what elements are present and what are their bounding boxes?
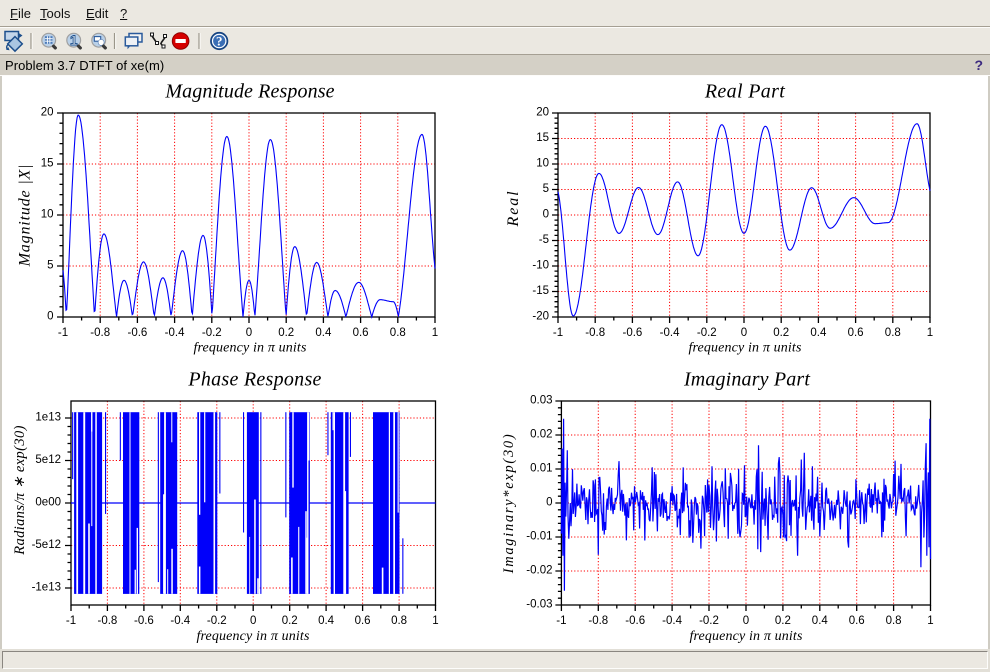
svg-text:-0.4: -0.4 xyxy=(660,327,680,339)
svg-text:Magnitude Response: Magnitude Response xyxy=(164,80,334,102)
svg-text:frequency in π units: frequency in π units xyxy=(688,341,802,356)
svg-text:0.02: 0.02 xyxy=(530,429,552,441)
svg-text:Imaginary Part: Imaginary Part xyxy=(683,369,810,391)
svg-text:-1: -1 xyxy=(553,327,563,339)
svg-text:Magnitude |X|: Magnitude |X| xyxy=(17,164,34,268)
svg-text:Real: Real xyxy=(505,190,522,228)
svg-text:-0.2: -0.2 xyxy=(697,327,717,339)
svg-text:0: 0 xyxy=(47,311,53,323)
svg-text:0.8: 0.8 xyxy=(391,615,407,627)
svg-text:-1: -1 xyxy=(556,615,566,627)
svg-text:?: ? xyxy=(216,34,223,49)
svg-text:0: 0 xyxy=(743,615,749,627)
svg-text:1: 1 xyxy=(70,33,78,48)
svg-text:frequency in π units: frequency in π units xyxy=(196,629,310,644)
svg-text:1: 1 xyxy=(927,615,933,627)
svg-text:0.8: 0.8 xyxy=(885,327,901,339)
svg-text:-1: -1 xyxy=(58,327,68,339)
svg-text:-0.8: -0.8 xyxy=(90,327,110,339)
svg-text:20: 20 xyxy=(41,107,54,119)
svg-text:-0.2: -0.2 xyxy=(699,615,719,627)
svg-text:-0.6: -0.6 xyxy=(134,615,154,627)
svg-text:1: 1 xyxy=(927,327,933,339)
svg-text:0: 0 xyxy=(546,497,552,509)
svg-text:-0.8: -0.8 xyxy=(585,327,605,339)
svg-text:0.6: 0.6 xyxy=(849,615,865,627)
svg-text:-0.6: -0.6 xyxy=(625,615,645,627)
svg-text:-15: -15 xyxy=(532,285,549,297)
svg-text:1: 1 xyxy=(432,327,438,339)
svg-text:0.2: 0.2 xyxy=(775,615,791,627)
svg-text:0.2: 0.2 xyxy=(282,615,298,627)
svg-text:0.4: 0.4 xyxy=(812,615,829,627)
svg-text:0.4: 0.4 xyxy=(318,615,335,627)
svg-text:5: 5 xyxy=(47,260,53,272)
svg-text:20: 20 xyxy=(536,107,549,119)
svg-text:0e00: 0e00 xyxy=(35,497,61,509)
svg-text:5: 5 xyxy=(543,183,549,195)
svg-text:Real Part: Real Part xyxy=(704,80,785,102)
svg-text:-0.4: -0.4 xyxy=(662,615,682,627)
svg-text:0.01: 0.01 xyxy=(530,463,552,475)
svg-text:1: 1 xyxy=(432,615,438,627)
svg-text:Radians/π ∗ exp(30): Radians/π ∗ exp(30) xyxy=(12,425,28,556)
svg-text:15: 15 xyxy=(41,158,54,170)
svg-text:-5: -5 xyxy=(539,234,549,246)
svg-text:0.4: 0.4 xyxy=(810,327,827,339)
svg-text:-10: -10 xyxy=(532,260,549,272)
svg-text:-0.4: -0.4 xyxy=(165,327,185,339)
svg-text:-0.6: -0.6 xyxy=(127,327,147,339)
svg-text:-0.03: -0.03 xyxy=(526,599,552,611)
svg-text:0.6: 0.6 xyxy=(353,327,369,339)
svg-text:0.4: 0.4 xyxy=(315,327,332,339)
svg-text:Imaginary*exp(30): Imaginary*exp(30) xyxy=(501,433,517,575)
svg-text:-0.8: -0.8 xyxy=(97,615,117,627)
svg-text:0.2: 0.2 xyxy=(773,327,789,339)
svg-text:0.6: 0.6 xyxy=(355,615,371,627)
svg-text:0.2: 0.2 xyxy=(278,327,294,339)
svg-text:10: 10 xyxy=(41,209,54,221)
svg-text:10: 10 xyxy=(536,158,549,170)
svg-text:frequency in π units: frequency in π units xyxy=(689,629,803,644)
svg-text:5e12: 5e12 xyxy=(35,454,61,466)
svg-text:-0.4: -0.4 xyxy=(170,615,190,627)
svg-text:-0.2: -0.2 xyxy=(202,327,222,339)
svg-text:0: 0 xyxy=(250,615,256,627)
svg-text:frequency in π units: frequency in π units xyxy=(193,341,307,356)
svg-text:0.8: 0.8 xyxy=(390,327,406,339)
svg-text:-0.6: -0.6 xyxy=(622,327,642,339)
svg-text:0.8: 0.8 xyxy=(886,615,902,627)
svg-text:0.6: 0.6 xyxy=(848,327,864,339)
svg-text:-20: -20 xyxy=(532,311,549,323)
svg-text:Phase Response: Phase Response xyxy=(187,369,321,391)
svg-text:-5e12: -5e12 xyxy=(32,539,61,551)
svg-text:1e13: 1e13 xyxy=(35,412,61,424)
svg-text:0: 0 xyxy=(543,209,549,221)
svg-text:0: 0 xyxy=(246,327,252,339)
svg-text:-0.2: -0.2 xyxy=(207,615,227,627)
svg-text:-1: -1 xyxy=(66,615,76,627)
svg-text:-0.01: -0.01 xyxy=(526,531,552,543)
svg-text:-1e13: -1e13 xyxy=(32,582,61,594)
svg-text:-0.8: -0.8 xyxy=(588,615,608,627)
svg-text:0.03: 0.03 xyxy=(530,395,552,407)
svg-text:-0.02: -0.02 xyxy=(526,565,552,577)
svg-text:0: 0 xyxy=(741,327,747,339)
svg-text:15: 15 xyxy=(536,132,549,144)
